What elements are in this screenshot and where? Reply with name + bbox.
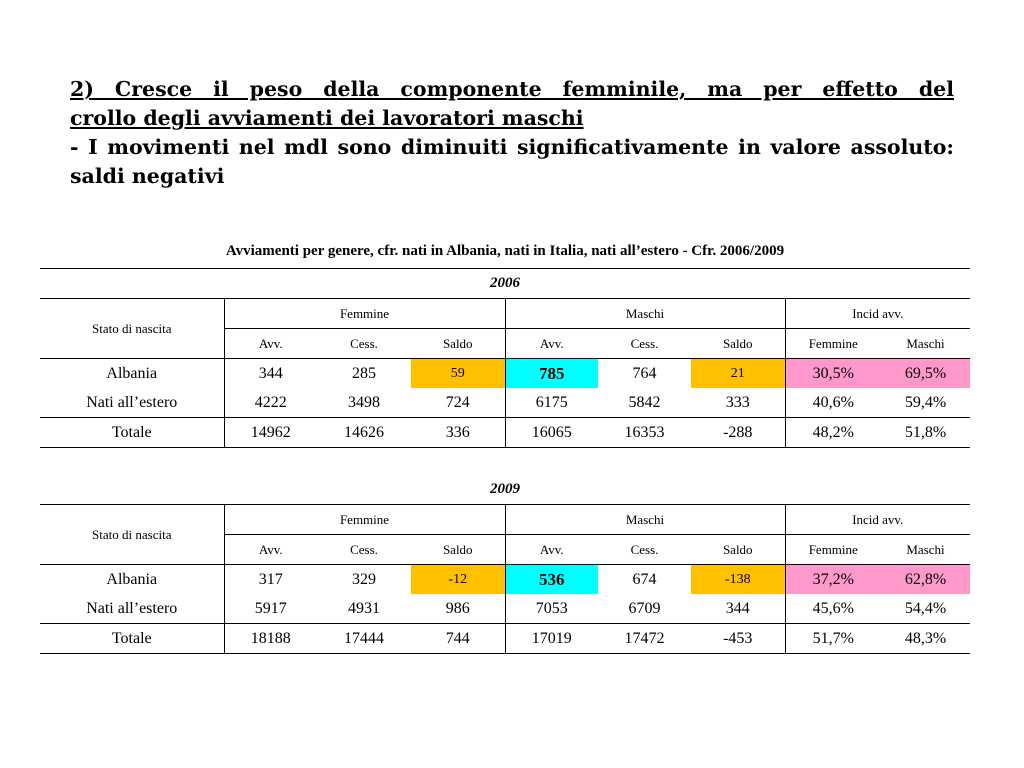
row-label: Nati all’estero: [86, 599, 178, 617]
cell: 17444: [317, 623, 411, 654]
col-header: Cess.: [317, 328, 411, 359]
group-header-incid: Incid avv.: [784, 504, 971, 535]
stato-header: Stato di nascita: [40, 504, 224, 565]
heading-line-4: saldi negativi: [70, 164, 225, 188]
col-header: Cess.: [598, 534, 691, 565]
row-label: Albania: [106, 364, 158, 382]
cell: -288: [691, 417, 785, 448]
col-header: Cess.: [317, 534, 411, 565]
table-row: Albania 317 329 -12 536 674 -138 37,2% 6…: [40, 564, 971, 594]
table-row: Totale 14962 14626 336 16065 16353 -288 …: [40, 417, 971, 448]
year-label: 2006: [40, 268, 971, 299]
cell-highlight: 59: [411, 358, 505, 388]
cell: 54,4%: [904, 599, 947, 617]
group-header-maschi: Maschi: [504, 298, 785, 329]
cell-highlight: 37,2%: [784, 564, 881, 594]
table-2009: 2009 Stato di nascita Femmine Maschi Inc…: [40, 475, 971, 654]
col-header: Avv.: [223, 534, 317, 565]
cell: 4931: [348, 599, 380, 617]
table-row: Albania 344 285 59 785 764 21 30,5% 69,5…: [40, 358, 971, 388]
cell: 6709: [628, 599, 661, 617]
cell: 344: [725, 599, 750, 617]
col-header: Saldo: [411, 534, 505, 565]
row-label: Totale: [40, 417, 224, 448]
col-header: Cess.: [598, 328, 691, 359]
cell: 7053: [504, 594, 598, 624]
col-header: Femmine: [784, 328, 881, 359]
cell: 17019: [504, 623, 598, 654]
stato-header: Stato di nascita: [40, 298, 224, 359]
cell-highlight: 21: [691, 358, 785, 388]
row-label: Nati all’estero: [86, 393, 178, 411]
row-label: Totale: [40, 623, 224, 654]
table-2006: 2006 Stato di nascita Femmine Maschi Inc…: [40, 268, 971, 448]
col-header: Avv.: [504, 534, 598, 565]
cell: 51,7%: [784, 623, 881, 654]
cell-highlight: 30,5%: [784, 358, 881, 388]
cell: 3498: [348, 393, 380, 411]
cell: 16065: [504, 417, 598, 448]
heading-line-1: 2) Cresce il peso della componente femmi…: [70, 77, 954, 101]
group-header-femmine: Femmine: [223, 504, 505, 535]
cell: 5842: [628, 393, 661, 411]
cell: 40,6%: [784, 388, 881, 418]
cell-highlight: 62,8%: [881, 564, 971, 594]
cell-highlight: 536: [504, 564, 598, 594]
slide-heading: 2) Cresce il peso della componente femmi…: [70, 75, 954, 191]
cell: 51,8%: [881, 417, 971, 448]
heading-line-3: - I movimenti nel mdl sono diminuiti sig…: [70, 135, 954, 159]
cell-highlight: 785: [504, 358, 598, 388]
year-label: 2009: [40, 475, 971, 505]
cell: 344: [223, 358, 317, 388]
group-header-maschi: Maschi: [504, 504, 785, 535]
cell-highlight: 69,5%: [881, 358, 971, 388]
col-header: Saldo: [691, 328, 785, 359]
cell: 744: [411, 623, 505, 654]
cell: 59,4%: [904, 393, 947, 411]
cell: 45,6%: [784, 594, 881, 624]
cell: 14626: [317, 417, 411, 448]
group-header-incid: Incid avv.: [784, 298, 971, 329]
group-header-femmine: Femmine: [223, 298, 505, 329]
cell: 333: [725, 393, 750, 411]
col-header: Avv.: [223, 328, 317, 359]
col-header: Saldo: [411, 328, 505, 359]
row-label: Albania: [106, 570, 158, 588]
col-header: Avv.: [504, 328, 598, 359]
cell-highlight: -12: [411, 564, 505, 594]
cell: 16353: [598, 417, 691, 448]
cell: 986: [445, 599, 470, 617]
cell: 17472: [598, 623, 691, 654]
cell: 48,2%: [784, 417, 881, 448]
col-header: Femmine: [784, 534, 881, 565]
cell: 336: [411, 417, 505, 448]
heading-line-2: crollo degli avviamenti dei lavoratori m…: [70, 106, 584, 130]
table-title: Avviamenti per genere, cfr. nati in Alba…: [225, 243, 785, 259]
table-row: Nati all’estero 4222 3498 724 6175 5842 …: [40, 388, 970, 418]
cell: 329: [352, 570, 376, 588]
cell: 674: [632, 570, 657, 588]
col-header: Saldo: [691, 534, 785, 565]
cell: 5917: [223, 594, 317, 624]
cell: -453: [691, 623, 785, 654]
cell: 285: [352, 364, 376, 382]
cell-highlight: -138: [691, 564, 785, 594]
cell: 48,3%: [881, 623, 971, 654]
cell: 18188: [223, 623, 317, 654]
table-row: Nati all’estero 5917 4931 986 7053 6709 …: [40, 594, 970, 624]
cell: 724: [445, 393, 470, 411]
cell: 764: [632, 364, 657, 382]
cell: 317: [223, 564, 317, 594]
col-header: Maschi: [881, 328, 971, 359]
cell: 4222: [223, 388, 317, 418]
col-header: Maschi: [881, 534, 971, 565]
cell: 6175: [504, 388, 598, 418]
cell: 14962: [223, 417, 317, 448]
table-row: Totale 18188 17444 744 17019 17472 -453 …: [40, 623, 971, 654]
